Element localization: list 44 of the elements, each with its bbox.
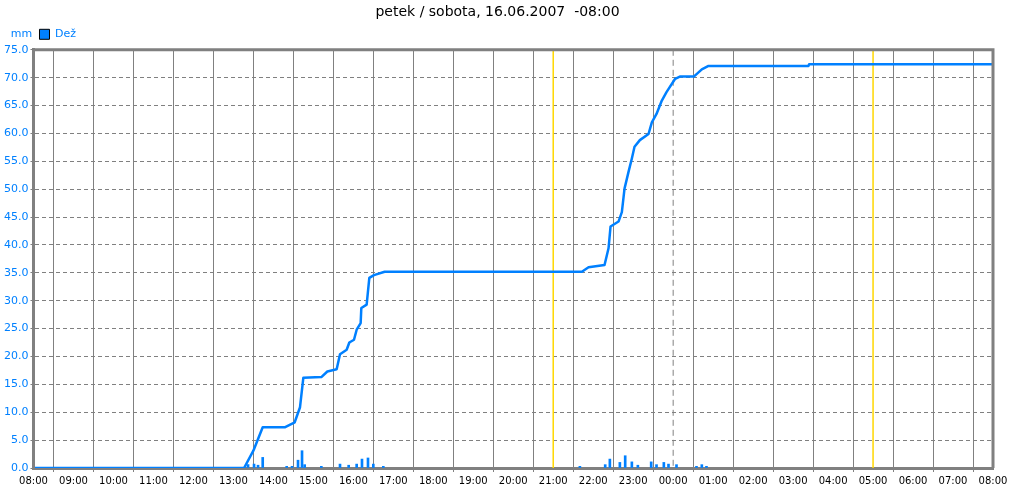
x-tick-label: 21:00 xyxy=(538,474,568,486)
x-tick-label: 06:00 xyxy=(898,474,928,486)
x-tick-label: 15:00 xyxy=(298,474,328,486)
y-tick-label: 65.0 xyxy=(3,98,29,112)
y-tick-label: 40.0 xyxy=(3,237,29,251)
x-tick-label: 19:00 xyxy=(458,474,488,486)
y-tick-label: 10.0 xyxy=(3,405,29,419)
y-axis-title: mm xyxy=(10,27,33,41)
x-tick-label: 14:00 xyxy=(258,474,288,486)
x-tick-label: 08:00 xyxy=(19,474,48,486)
y-tick-label: 50.0 xyxy=(3,182,29,196)
chart-title: petek / sobota, 16.06.2007 -08:00 xyxy=(375,3,620,20)
y-tick-label: 60.0 xyxy=(3,126,29,140)
y-tick-label: 35.0 xyxy=(3,265,29,279)
x-tick-label: 00:00 xyxy=(658,474,688,486)
y-tick-label: 15.0 xyxy=(3,377,29,391)
x-tick-label: 07:00 xyxy=(938,474,968,486)
x-tick-label: 17:00 xyxy=(378,474,408,486)
x-tick-label: 05:00 xyxy=(858,474,888,486)
x-tick-label: 13:00 xyxy=(218,474,248,486)
x-tick-label: 20:00 xyxy=(498,474,528,486)
x-tick-label: 11:00 xyxy=(139,474,168,486)
y-tick-label: 0.0 xyxy=(10,460,29,474)
y-tick-label: 70.0 xyxy=(3,70,29,84)
legend-label: Dež xyxy=(54,27,77,41)
x-tick-label: 18:00 xyxy=(418,474,448,486)
y-tick-label: 75.0 xyxy=(3,42,29,56)
x-tick-label: 04:00 xyxy=(818,474,848,486)
y-tick-label: 55.0 xyxy=(3,154,29,168)
x-tick-label: 08:00 xyxy=(978,474,1008,486)
x-tick-label: 22:00 xyxy=(578,474,608,486)
x-tick-label: 01:00 xyxy=(698,474,728,486)
y-tick-label: 30.0 xyxy=(3,293,29,307)
y-tick-label: 5.0 xyxy=(10,432,29,446)
x-tick-label: 09:00 xyxy=(59,474,88,486)
y-tick-label: 20.0 xyxy=(3,349,29,363)
x-tick-label: 12:00 xyxy=(179,474,208,486)
x-tick-label: 16:00 xyxy=(338,474,368,486)
x-tick-label: 02:00 xyxy=(738,474,768,486)
y-tick-label: 25.0 xyxy=(3,321,29,335)
x-tick-label: 10:00 xyxy=(99,474,128,486)
x-tick-label: 23:00 xyxy=(618,474,648,486)
x-tick-label: 03:00 xyxy=(778,474,808,486)
y-tick-label: 45.0 xyxy=(3,209,29,223)
